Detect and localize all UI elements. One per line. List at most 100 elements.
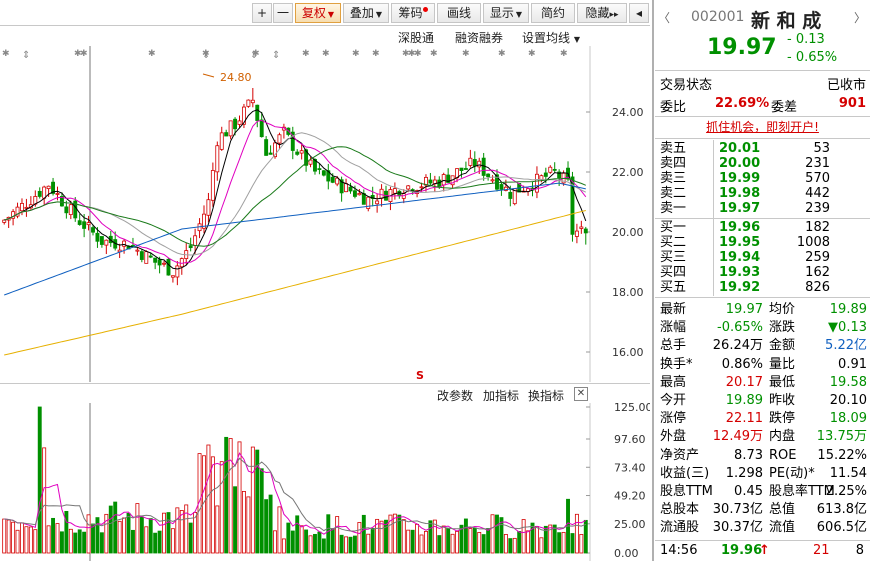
stat-label: ROE bbox=[769, 447, 796, 465]
notification-dot-icon bbox=[423, 7, 428, 12]
collapse-panel-button[interactable]: ◂ bbox=[629, 3, 649, 23]
ma10-line bbox=[4, 120, 586, 263]
candle-body bbox=[553, 169, 556, 170]
candle-body bbox=[349, 187, 352, 191]
volume-bar bbox=[269, 495, 272, 553]
book-price: 19.95 bbox=[719, 235, 760, 250]
volume-bar bbox=[194, 512, 197, 553]
book-level-label: 买一 bbox=[660, 220, 686, 235]
candle-body bbox=[225, 133, 228, 136]
panel-divider[interactable] bbox=[652, 0, 654, 561]
xianshi-dropdown[interactable]: 显示 ▼ bbox=[483, 3, 529, 23]
stock-name: 新 和 成 bbox=[751, 6, 821, 33]
book-price: 19.92 bbox=[719, 280, 760, 295]
zoom-out-button[interactable]: 一 bbox=[273, 3, 293, 23]
switch-indicator-button[interactable]: 换指标 bbox=[528, 387, 564, 404]
open-account-banner[interactable]: 抓住机会，即刻开户! bbox=[655, 118, 870, 136]
set-ma-label: 设置均线 bbox=[522, 31, 570, 45]
volume-bar bbox=[47, 526, 50, 553]
volume-bar bbox=[447, 528, 450, 553]
chart-toolbar: + 一 复权 ▼ 叠加 ▼ 筹码 画线 显示 ▼ 简约 隐藏▸▸ ◂ bbox=[0, 0, 650, 26]
volume-bar bbox=[522, 520, 525, 553]
stat-label: 跌停 bbox=[769, 410, 795, 428]
tick-price: 19.96 bbox=[721, 543, 762, 558]
volume-bar bbox=[571, 534, 574, 553]
volume-bar bbox=[171, 529, 174, 553]
book-level-label: 买三 bbox=[660, 250, 686, 265]
volume-bar bbox=[473, 528, 476, 553]
volume-bar bbox=[429, 521, 432, 553]
stat-row: 净资产 8.73 ROE 15.22% bbox=[655, 447, 870, 465]
event-marker-icon: ✱ bbox=[498, 49, 506, 59]
event-marker-icon: ✱ bbox=[372, 49, 380, 59]
volume-bar bbox=[287, 523, 290, 553]
weibi-row: 委比 22.69% 委差 901 bbox=[655, 96, 870, 114]
volume-bar bbox=[527, 531, 530, 553]
stat-row: 换手* 0.86% 量比 0.91 bbox=[655, 356, 870, 374]
tick-time: 14:56 bbox=[660, 543, 697, 558]
volume-bar bbox=[87, 515, 90, 553]
candle-body bbox=[83, 222, 86, 229]
volume-bar bbox=[309, 536, 312, 553]
shengutong-link[interactable]: 深股通 bbox=[398, 29, 434, 46]
jianyue-button[interactable]: 简约 bbox=[531, 3, 575, 23]
volume-bar bbox=[509, 539, 512, 553]
diejia-dropdown[interactable]: 叠加 ▼ bbox=[343, 3, 389, 23]
peak-price-label: 24.80 bbox=[220, 71, 252, 84]
diejia-label: 叠加 bbox=[350, 6, 374, 20]
rongzirongquan-link[interactable]: 融资融券 bbox=[455, 29, 503, 46]
huaxian-button[interactable]: 画线 bbox=[437, 3, 481, 23]
volume-chart[interactable]: 125.00 97.60 73.40 49.20 25.00 0.00 bbox=[0, 403, 650, 561]
ask-row: 卖三 19.99 570 bbox=[655, 171, 870, 186]
volume-bar bbox=[362, 515, 365, 553]
book-price: 20.00 bbox=[719, 156, 760, 171]
book-level-label: 买四 bbox=[660, 265, 686, 280]
price-tick-label: 16.00 bbox=[612, 346, 644, 359]
volume-bar bbox=[535, 526, 538, 553]
yincang-button[interactable]: 隐藏▸▸ bbox=[577, 3, 627, 23]
open-account-link[interactable]: 抓住机会，即刻开户! bbox=[706, 120, 819, 134]
volume-bar bbox=[478, 532, 481, 553]
book-price: 19.94 bbox=[719, 250, 760, 265]
book-volume: 826 bbox=[805, 280, 830, 295]
zoom-in-button[interactable]: + bbox=[252, 3, 272, 23]
stat-label: 流值 bbox=[769, 519, 795, 537]
candle-body bbox=[464, 168, 467, 169]
stat-value: -0.65% bbox=[717, 319, 763, 337]
chart-subbar: 深股通 融资融券 设置均线 ▼ bbox=[0, 27, 650, 47]
add-indicator-button[interactable]: 加指标 bbox=[483, 387, 519, 404]
stock-header: 〈 002001 新 和 成 〉 bbox=[655, 6, 870, 28]
candle-body bbox=[25, 207, 28, 208]
volume-bar bbox=[154, 533, 157, 553]
event-marker-icon: ✱ bbox=[2, 49, 10, 59]
candle-body bbox=[331, 177, 334, 182]
weicha-value: 901 bbox=[839, 96, 866, 111]
book-level-label: 卖一 bbox=[660, 201, 686, 216]
volume-bar bbox=[349, 537, 352, 553]
book-volume: 570 bbox=[805, 171, 830, 186]
stat-value: 19.89 bbox=[726, 392, 763, 410]
fuquan-dropdown[interactable]: 复权 ▼ bbox=[295, 3, 341, 23]
stat-row: 最新 19.97 均价 19.89 bbox=[655, 301, 870, 319]
set-moving-average-dropdown[interactable]: 设置均线 ▼ bbox=[522, 29, 580, 46]
fuquan-label: 复权 bbox=[302, 6, 326, 20]
close-icon[interactable]: ✕ bbox=[574, 387, 588, 401]
stat-value: 30.73亿 bbox=[713, 501, 763, 519]
change-params-button[interactable]: 改参数 bbox=[437, 387, 473, 404]
volume-bar bbox=[296, 516, 299, 553]
volume-bar bbox=[580, 534, 583, 553]
volume-bar bbox=[273, 531, 276, 553]
stat-value: 19.58 bbox=[830, 374, 867, 392]
candle-body bbox=[584, 229, 587, 233]
volume-bar bbox=[420, 535, 423, 553]
stat-row: 外盘 12.49万 内盘 13.75万 bbox=[655, 428, 870, 446]
book-price: 19.93 bbox=[719, 265, 760, 280]
back-icon[interactable]: 〈 bbox=[658, 9, 670, 26]
chouma-button[interactable]: 筹码 bbox=[391, 3, 435, 23]
stat-value: 613.8亿 bbox=[817, 501, 867, 519]
ask-row: 卖五 20.01 53 bbox=[655, 141, 870, 156]
forward-icon[interactable]: 〉 bbox=[854, 9, 866, 26]
volume-bar bbox=[540, 538, 543, 553]
volume-bar bbox=[265, 500, 268, 553]
